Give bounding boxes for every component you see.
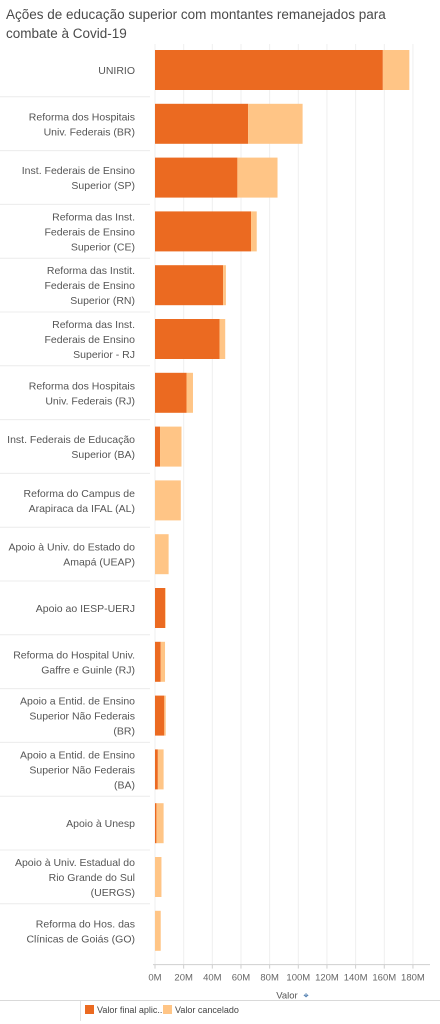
category-label: Inst. Federais de Educação Superior (BA) — [7, 434, 135, 461]
bar-valor-cancelado[interactable] — [157, 749, 164, 790]
bar-valor-cancelado[interactable] — [164, 695, 166, 736]
tick-label: 80M — [260, 973, 279, 984]
bar-valor-cancelado[interactable] — [155, 480, 181, 521]
legend-divider — [0, 1000, 440, 1001]
bar-valor-final[interactable] — [155, 749, 158, 790]
tick-label: 160M — [372, 973, 396, 984]
tick-label: 140M — [344, 973, 368, 984]
category-label: Apoio a Entid. de Ensino Superior Não Fed… — [20, 696, 135, 738]
bar-chart: UNIRIO Reforma dos Hospitais Univ. Federai… — [0, 44, 430, 1000]
category-label: Apoio à Univ. do Estado do Amapá (UEAP) — [9, 542, 136, 569]
legend-item-final[interactable]: Valor final aplic.. — [85, 1005, 162, 1015]
bar-valor-final[interactable] — [155, 265, 224, 306]
tick-label: 120M — [315, 973, 339, 984]
bar-valor-final[interactable] — [155, 695, 165, 736]
bar-valor-cancelado[interactable] — [155, 857, 162, 897]
bar-valor-final[interactable] — [155, 50, 383, 90]
tick-label: 0M — [148, 973, 161, 984]
bar-valor-final[interactable] — [155, 588, 166, 628]
legend: Valor final aplic.. Valor cancelado — [0, 1001, 440, 1024]
category-label: Inst. Federais de Ensino Superior (SP) — [22, 165, 135, 192]
bar-valor-cancelado[interactable] — [186, 372, 193, 413]
chart-title: Ações de educação superior com montantes… — [6, 7, 386, 41]
category-label: Reforma do Campus de Arapiraca da IFAL (A… — [24, 488, 136, 515]
bar-valor-final[interactable] — [155, 803, 157, 844]
category-label: Reforma do Hos. das Clínicas de Goiás (GO… — [26, 918, 135, 945]
category-label: Reforma das Instit. Federais de Ensino Sup… — [45, 265, 136, 307]
legend-swatch-cancelado — [163, 1005, 172, 1014]
bar-valor-final[interactable] — [155, 641, 161, 682]
bar-valor-cancelado[interactable] — [160, 426, 182, 467]
category-label: Apoio a Entid. de Ensino Superior Não Fed… — [20, 749, 135, 791]
bar-valor-cancelado[interactable] — [160, 641, 166, 682]
x-axis-title: Valor — [276, 991, 297, 1000]
bar-valor-cancelado[interactable] — [156, 803, 164, 844]
category-label: Apoio à Univ. Estadual do Rio Grande do S… — [15, 857, 135, 899]
bar-valor-cancelado[interactable] — [382, 50, 410, 90]
tick-label: 60M — [232, 973, 251, 984]
legend-box: Valor final aplic.. Valor cancelado — [80, 1001, 440, 1021]
legend-label-final: Valor final aplic.. — [97, 1005, 163, 1015]
bar-valor-final[interactable] — [155, 319, 220, 359]
pin-icon[interactable]: ⌖ — [303, 991, 308, 1000]
category-label: Reforma dos Hospitais Univ. Federais (BR) — [29, 111, 135, 138]
bar-valor-cancelado[interactable] — [248, 103, 303, 144]
category-label: Reforma das Inst. Federais de Ensino Super… — [45, 319, 136, 361]
bar-valor-cancelado[interactable] — [251, 211, 257, 252]
tick-label: 180M — [401, 973, 425, 984]
bar-valor-cancelado[interactable] — [223, 265, 226, 306]
tick-label: 100M — [286, 973, 310, 984]
bar-valor-cancelado[interactable] — [219, 319, 226, 359]
category-label: Reforma das Inst. Federais de Ensino Super… — [45, 211, 136, 253]
legend-item-cancelado[interactable]: Valor cancelado — [163, 1005, 239, 1015]
category-label: Reforma do Hospital Univ. Gaffre e Guinle… — [13, 649, 135, 676]
bar-valor-cancelado[interactable] — [165, 588, 166, 628]
bar-valor-final[interactable] — [155, 103, 249, 144]
bar-valor-final[interactable] — [155, 372, 187, 413]
legend-swatch-final — [85, 1005, 94, 1014]
bar-valor-final[interactable] — [155, 426, 161, 467]
tick-label: 40M — [203, 973, 222, 984]
category-label: Apoio à Unesp — [66, 818, 135, 830]
category-label: Apoio ao IESP-UERJ — [36, 603, 135, 615]
category-label: UNIRIO — [98, 65, 135, 77]
bar-valor-cancelado[interactable] — [155, 534, 169, 575]
bar-valor-final[interactable] — [155, 211, 252, 252]
category-label: Reforma dos Hospitais Univ. Federais (RJ) — [29, 380, 135, 407]
tick-label: 20M — [174, 973, 193, 984]
bar-valor-cancelado[interactable] — [155, 910, 161, 951]
bar-valor-final[interactable] — [155, 157, 238, 198]
legend-label-cancelado: Valor cancelado — [175, 1005, 239, 1015]
bar-valor-cancelado[interactable] — [237, 157, 278, 198]
